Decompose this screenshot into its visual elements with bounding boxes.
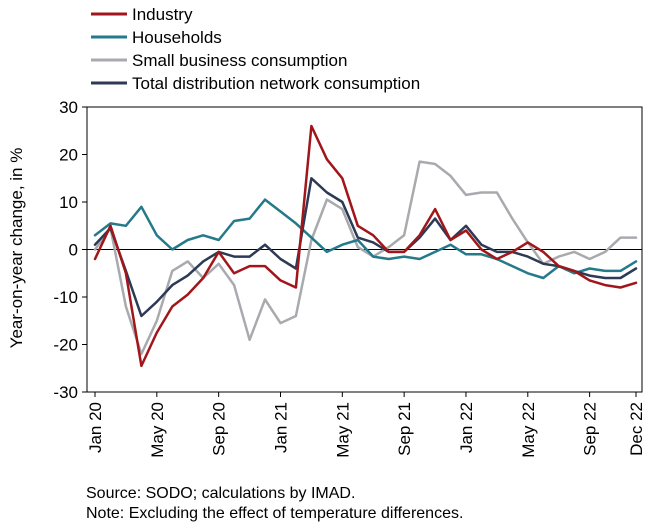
x-tick-label: Jan 22	[457, 402, 476, 453]
legend-label: Households	[132, 28, 222, 47]
source-note: Source: SODO; calculations by IMAD.	[86, 485, 356, 502]
y-axis: 30 20 10 0 -10 -20 -30	[53, 98, 87, 402]
x-tick-label: May 22	[519, 402, 538, 458]
y-tick-label: 30	[59, 98, 78, 117]
x-tick-label: Sep 22	[581, 402, 600, 456]
y-axis-label: Year-on-year change, in %	[7, 148, 26, 349]
series-line-industry	[93, 124, 638, 368]
temperature-note: Note: Excluding the effect of temperatur…	[86, 505, 464, 522]
series-line-households	[93, 198, 638, 280]
series-lines	[93, 124, 638, 368]
y-tick-label: -10	[53, 288, 78, 307]
chart-legend: Industry Households Small business consump…	[91, 5, 420, 93]
legend-label: Industry	[132, 5, 193, 24]
y-tick-label: -30	[53, 383, 78, 402]
y-tick-label: 10	[59, 193, 78, 212]
x-tick-label: Sep 21	[395, 402, 414, 456]
x-tick-label: Dec 22	[627, 402, 646, 456]
series-line-total-distribution-network-consumption	[93, 177, 638, 318]
y-tick-label: 20	[59, 146, 78, 165]
x-tick-label: May 21	[333, 402, 352, 458]
x-tick-label: Jan 21	[271, 402, 290, 453]
x-tick-label: Jan 20	[86, 402, 105, 453]
x-tick-label: May 20	[148, 402, 167, 458]
y-tick-label: -20	[53, 336, 78, 355]
y-tick-label: 0	[69, 241, 78, 260]
x-tick-label: Sep 20	[210, 402, 229, 456]
series-line-small-business-consumption	[93, 160, 638, 356]
x-axis: Jan 20 May 20 Sep 20 Jan 21 May 21 Sep 21 Jan …	[86, 392, 646, 458]
legend-label: Total distribution network consumption	[132, 74, 420, 93]
legend-label: Small business consumption	[132, 51, 347, 70]
